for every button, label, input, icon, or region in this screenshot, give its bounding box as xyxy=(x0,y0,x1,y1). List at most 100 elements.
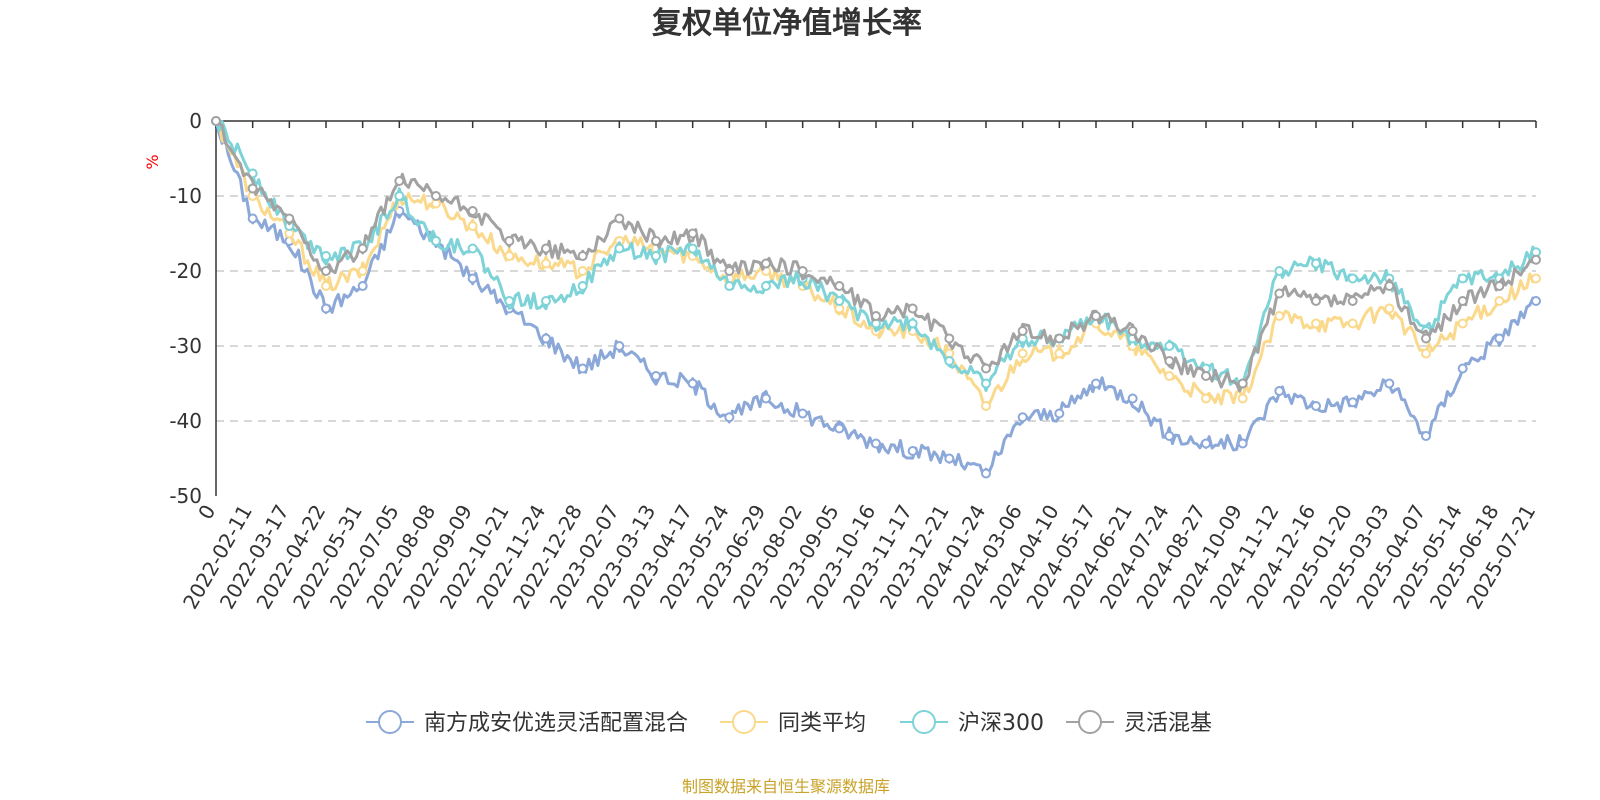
legend[interactable]: 南方成安优选灵活配置混合 同类平均 沪深300 灵活混基 xyxy=(366,710,1212,736)
legend-marker-icon xyxy=(1078,710,1102,734)
data-point xyxy=(504,236,515,246)
data-point xyxy=(1494,281,1505,291)
data-point xyxy=(541,296,551,306)
data-point xyxy=(431,236,441,246)
legend-marker-icon xyxy=(378,710,402,734)
data-point xyxy=(247,183,258,194)
y-tick-label: -30 xyxy=(169,334,202,358)
data-point xyxy=(1127,326,1138,336)
legend-item[interactable]: 灵活混基 xyxy=(1066,710,1212,736)
data-point xyxy=(834,423,845,434)
data-point xyxy=(1531,296,1541,306)
data-point xyxy=(321,266,331,276)
data-point xyxy=(1457,296,1468,306)
data-point xyxy=(1164,341,1175,351)
y-axis-unit: % xyxy=(143,154,162,169)
data-point xyxy=(1274,386,1285,396)
y-tick-label: -50 xyxy=(169,484,202,508)
data-point xyxy=(504,251,515,261)
data-point xyxy=(1457,363,1468,374)
data-point xyxy=(834,296,845,306)
data-point xyxy=(1127,393,1138,404)
data-point xyxy=(1531,254,1541,265)
data-source-note: 制图数据来自恒生聚源数据库 xyxy=(682,777,890,796)
data-point xyxy=(1201,393,1211,404)
data-point xyxy=(907,318,918,329)
y-tick-label: -10 xyxy=(169,184,202,208)
data-point xyxy=(1164,371,1175,381)
data-point xyxy=(834,281,845,291)
data-point xyxy=(1384,378,1395,389)
data-point xyxy=(1164,431,1175,441)
series-3 xyxy=(211,116,1541,393)
series-line xyxy=(214,120,1538,392)
data-point xyxy=(1017,348,1028,359)
data-point xyxy=(1421,333,1431,344)
data-point xyxy=(981,378,991,389)
data-point xyxy=(944,333,955,344)
data-point xyxy=(357,243,368,254)
legend-item[interactable]: 沪深300 xyxy=(900,710,1044,736)
data-point xyxy=(467,206,478,216)
data-point xyxy=(1494,333,1505,344)
data-point xyxy=(577,251,588,261)
data-point xyxy=(1054,348,1065,359)
legend-item[interactable]: 南方成安优选灵活配置混合 xyxy=(366,710,688,736)
legend-marker-icon xyxy=(912,710,936,734)
data-point xyxy=(981,363,991,374)
data-point xyxy=(1421,431,1431,441)
x-axis: 02022-02-112022-03-172022-04-222022-05-3… xyxy=(178,120,1540,613)
data-point xyxy=(651,251,661,261)
legend-label: 同类平均 xyxy=(778,711,866,736)
data-point xyxy=(907,303,918,314)
data-point xyxy=(394,191,405,201)
data-point xyxy=(614,213,625,224)
series-line xyxy=(215,119,1538,409)
data-point xyxy=(871,311,881,321)
data-point xyxy=(1017,412,1028,423)
data-point xyxy=(614,341,625,351)
data-point xyxy=(724,266,735,276)
data-point xyxy=(394,176,405,186)
series-0 xyxy=(211,116,1541,479)
data-point xyxy=(321,303,331,314)
data-point xyxy=(321,281,331,291)
data-point xyxy=(1311,318,1321,329)
series-2 xyxy=(211,116,1541,392)
series-1 xyxy=(211,116,1541,411)
data-point xyxy=(284,213,295,224)
data-point xyxy=(761,258,771,269)
y-tick-label: -20 xyxy=(169,259,202,283)
data-point xyxy=(1384,303,1395,314)
data-point xyxy=(1457,273,1468,284)
data-point xyxy=(944,356,955,366)
data-point xyxy=(321,251,331,261)
data-point xyxy=(981,401,991,411)
data-point xyxy=(614,243,625,254)
data-point xyxy=(1274,311,1285,321)
data-point xyxy=(907,446,918,456)
legend-item[interactable]: 同类平均 xyxy=(720,710,866,736)
data-point xyxy=(541,243,551,254)
data-point xyxy=(541,258,551,269)
data-point xyxy=(1237,438,1248,449)
legend-label: 南方成安优选灵活配置混合 xyxy=(424,711,688,736)
data-point xyxy=(651,371,661,381)
data-point xyxy=(577,281,588,291)
data-point xyxy=(1311,401,1321,411)
data-point xyxy=(724,281,735,291)
data-point xyxy=(1201,371,1211,381)
data-point xyxy=(1164,356,1175,366)
data-point xyxy=(1091,311,1101,321)
data-point xyxy=(1237,378,1248,389)
data-point xyxy=(211,116,221,126)
data-point xyxy=(1384,281,1395,291)
data-point xyxy=(797,408,808,419)
series-line xyxy=(214,119,1537,393)
data-point xyxy=(1054,333,1065,344)
data-point xyxy=(687,378,698,389)
chart-title: 复权单位净值增长率 xyxy=(652,6,922,41)
data-point xyxy=(724,412,735,423)
data-point xyxy=(1311,296,1321,306)
data-point xyxy=(1457,318,1468,329)
